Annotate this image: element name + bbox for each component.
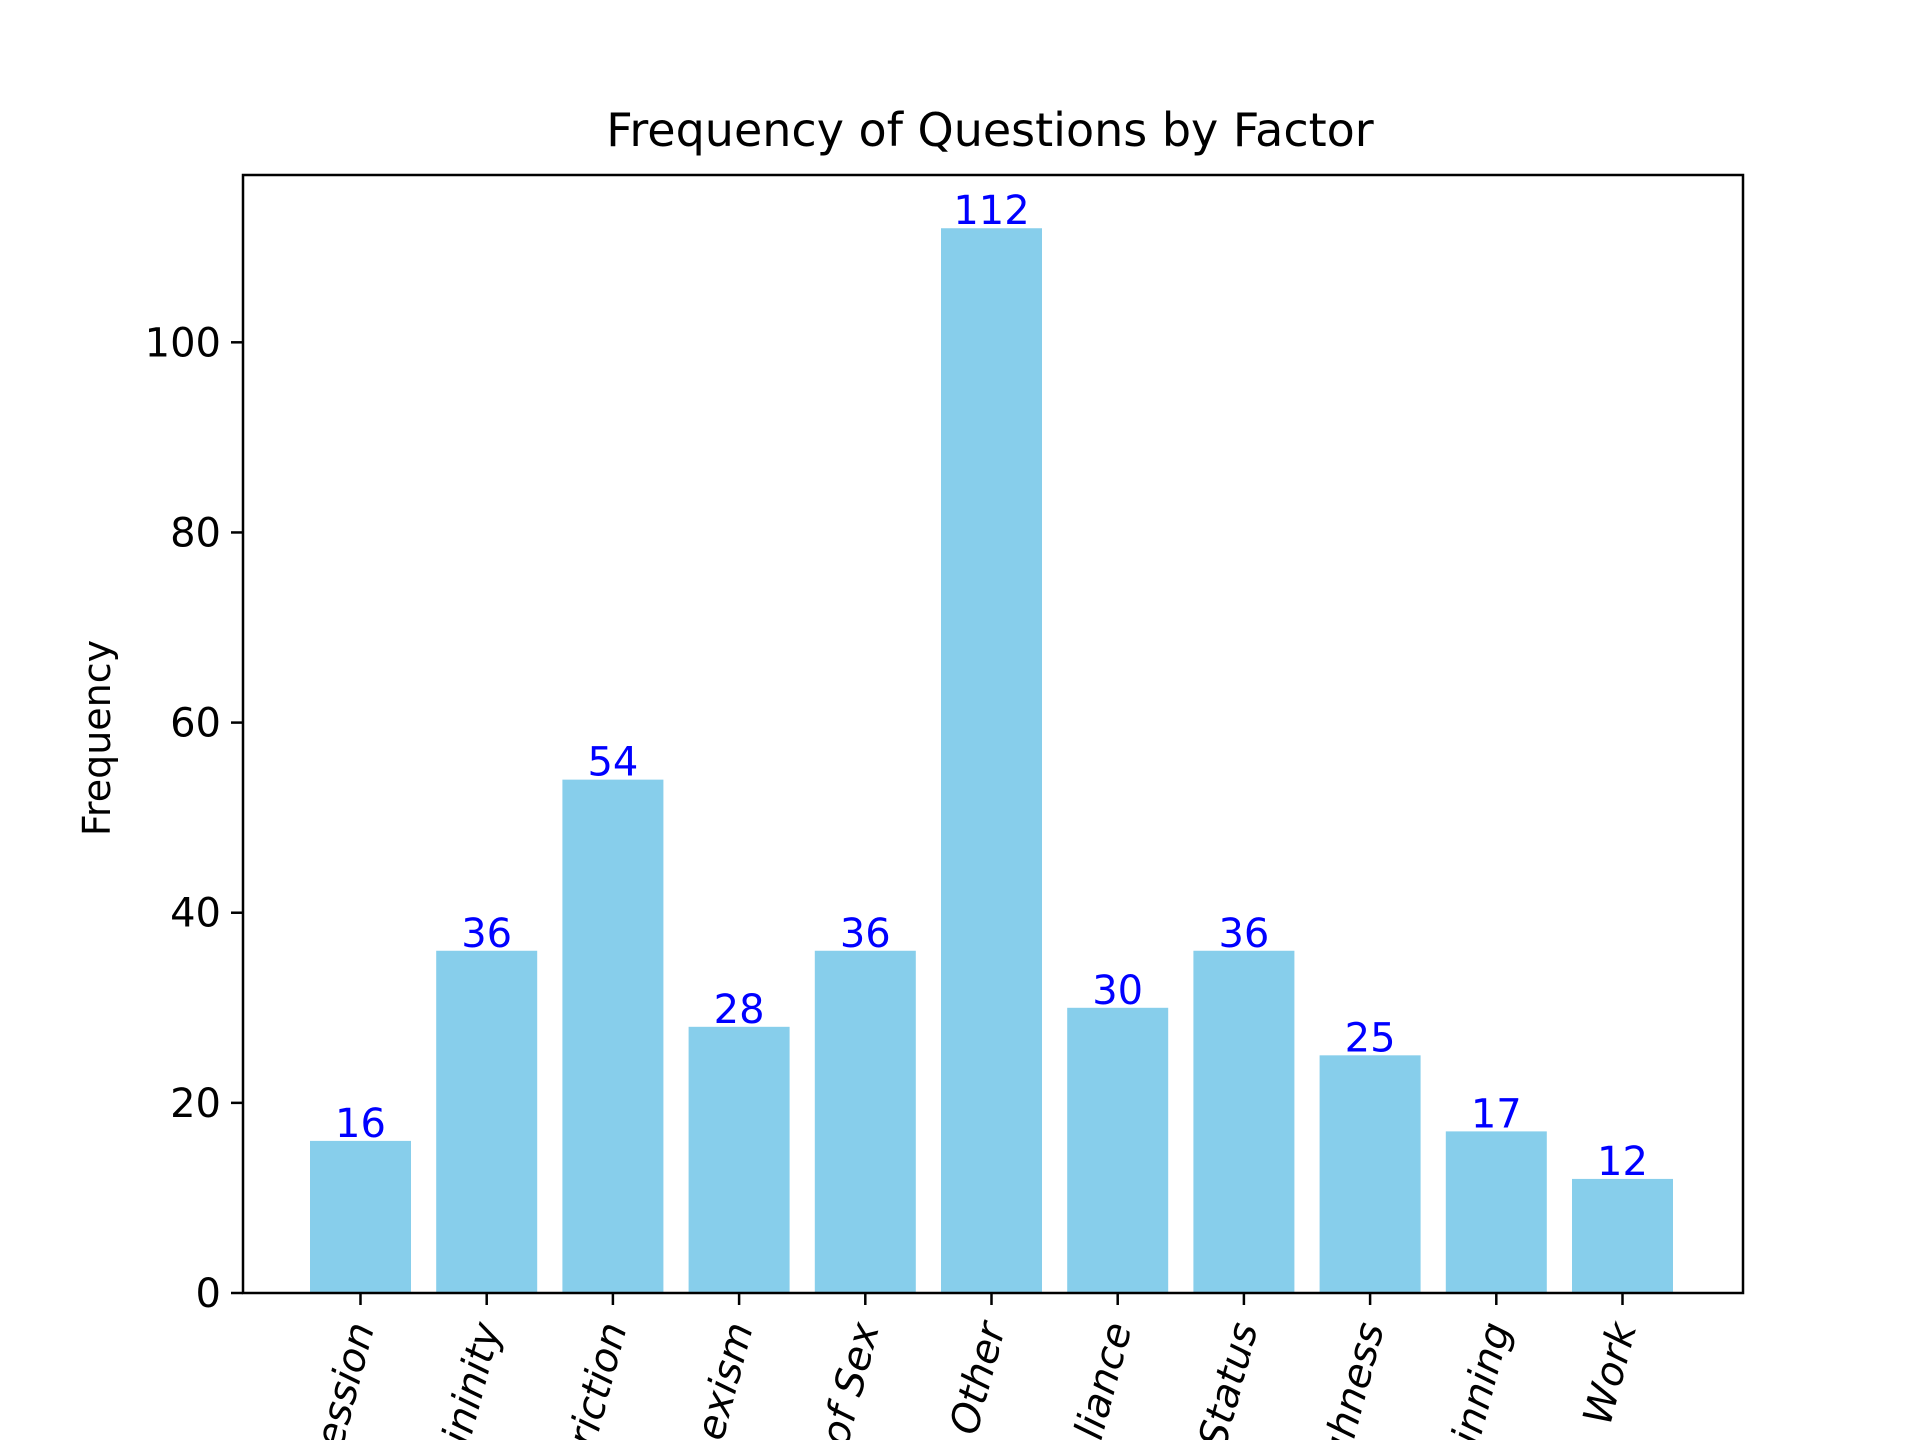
- bar-value-label: 54: [587, 740, 638, 786]
- y-tick-label: 100: [145, 320, 221, 366]
- x-tick-label: inning: [1444, 1318, 1520, 1440]
- bar: [310, 1140, 411, 1293]
- x-tick-label: Other: [941, 1315, 1015, 1439]
- x-tick-label: liance: [1066, 1318, 1141, 1440]
- x-tick-label: Work: [1575, 1316, 1647, 1430]
- bar-value-label: 30: [1092, 968, 1143, 1014]
- x-axis: ession ininity riction exism of Sex Other lian…: [307, 1293, 1647, 1445]
- y-axis: 0 20 40 60 80 100: [145, 320, 243, 1317]
- x-tick-label: ininity: [434, 1316, 511, 1440]
- y-tick-label: 60: [170, 701, 221, 747]
- bar-value-label: 12: [1597, 1139, 1648, 1185]
- y-tick-label: 20: [170, 1081, 221, 1127]
- x-tick-label: ession: [307, 1318, 384, 1440]
- bar: [1445, 1131, 1547, 1293]
- x-tick-label: exism: [687, 1318, 762, 1440]
- bars-layer: [310, 228, 1673, 1294]
- x-tick-label: Status: [1190, 1318, 1267, 1440]
- bar: [941, 228, 1042, 1294]
- y-axis-label: Frequency: [75, 640, 119, 836]
- bar-value-label: 36: [461, 911, 512, 957]
- bar-value-label: 16: [335, 1101, 386, 1147]
- y-tick-label: 80: [170, 510, 221, 556]
- bar: [1193, 950, 1295, 1293]
- bar-value-label: 17: [1471, 1091, 1522, 1137]
- bar-value-label: 36: [840, 911, 891, 957]
- x-tick-label: of Sex: [812, 1317, 889, 1440]
- x-tick-label: uhness: [1312, 1318, 1393, 1440]
- bar: [562, 779, 664, 1293]
- bar-value-label: 28: [714, 987, 765, 1033]
- x-tick-label: riction: [559, 1318, 636, 1440]
- chart-title: Frequency of Questions by Factor: [606, 103, 1373, 157]
- bar: [1067, 1007, 1169, 1293]
- bar-value-label: 36: [1218, 911, 1269, 957]
- bar-value-label: 112: [953, 188, 1029, 234]
- bar: [436, 950, 538, 1293]
- bar: [1572, 1178, 1673, 1293]
- y-tick-label: 0: [196, 1271, 221, 1317]
- plot-frame: [241, 173, 1745, 1295]
- bar-value-label: 25: [1345, 1015, 1396, 1061]
- bar: [814, 950, 916, 1293]
- y-tick-label: 40: [170, 891, 221, 937]
- value-labels-layer: 16 36 54 28 36 112 30 36 25 17 12: [335, 188, 1648, 1185]
- bar: [688, 1026, 790, 1293]
- bar: [1319, 1055, 1421, 1293]
